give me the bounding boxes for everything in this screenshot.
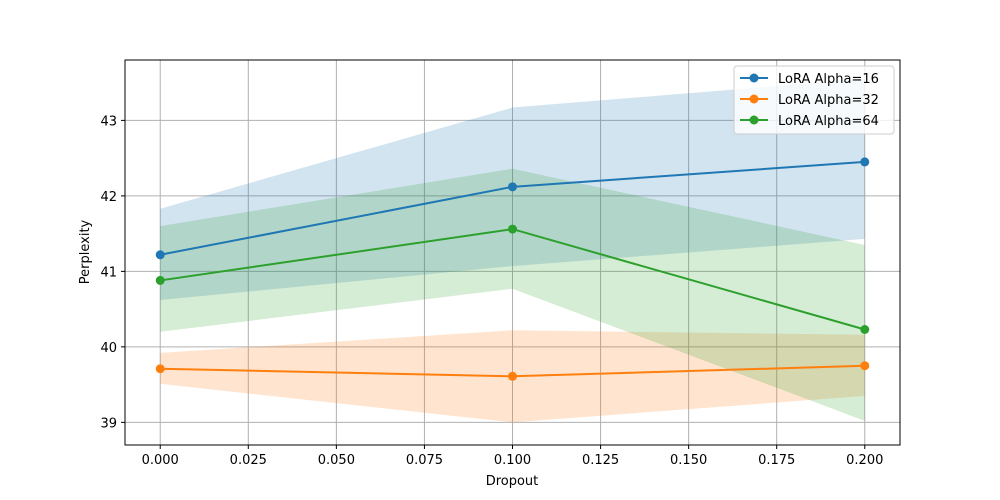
series-points [155, 157, 870, 381]
x-tick-label: 0.075 [406, 453, 443, 468]
legend: LoRA Alpha=16 LoRA Alpha=32 LoRA Alpha=64 [733, 65, 895, 135]
x-axis-ticks: 0.000 0.025 0.050 0.075 0.100 0.125 0.150 0.175… [142, 445, 883, 468]
y-tick-label: 42 [100, 190, 117, 205]
x-axis-label: Dropout [486, 474, 539, 489]
x-tick-label: 0.025 [230, 453, 267, 468]
y-tick-label: 39 [100, 416, 117, 431]
y-axis-ticks: 39 40 41 42 43 [100, 114, 125, 431]
x-tick-label: 0.100 [494, 453, 531, 468]
y-tick-label: 40 [100, 341, 117, 356]
y-tick-label: 43 [100, 114, 117, 129]
x-tick-label: 0.150 [670, 453, 707, 468]
data-point [155, 275, 165, 285]
data-point [508, 182, 517, 192]
data-point [860, 325, 870, 334]
legend-box [733, 65, 895, 135]
x-tick-label: 0.125 [582, 453, 619, 468]
legend-marker [749, 115, 759, 125]
data-point [155, 250, 165, 260]
x-tick-label: 0.200 [846, 453, 883, 468]
data-point [860, 361, 870, 371]
data-point [860, 157, 870, 167]
y-tick-label: 41 [100, 265, 117, 280]
x-tick-label: 0.000 [142, 453, 179, 468]
data-point [508, 371, 517, 381]
legend-label: LoRA Alpha=32 [778, 93, 879, 108]
data-point [155, 364, 165, 374]
legend-label: LoRA Alpha=64 [778, 114, 879, 129]
x-tick-label: 0.175 [758, 453, 795, 468]
data-point [508, 224, 517, 234]
confidence-band-3 [160, 168, 865, 421]
legend-marker [749, 94, 759, 104]
legend-label: LoRA Alpha=16 [778, 72, 879, 87]
x-tick-label: 0.050 [318, 453, 355, 468]
legend-marker [749, 73, 759, 83]
y-axis-label: Perplexity [78, 219, 93, 284]
